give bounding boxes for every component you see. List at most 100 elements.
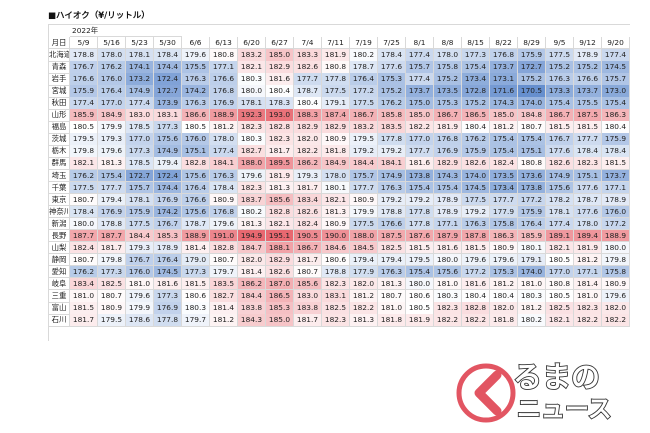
heatmap-cell: 173.3 (546, 85, 574, 98)
heatmap-cell: 187.7 (70, 229, 98, 243)
heatmap-cell: 175.2 (378, 85, 406, 98)
heatmap-cell: 181.2 (350, 290, 378, 303)
heatmap-cell: 186.3 (490, 229, 518, 243)
heatmap-cell: 180.7 (378, 290, 406, 303)
heatmap-cell: 181.9 (406, 314, 434, 327)
heatmap-cell: 181.3 (238, 217, 266, 231)
heatmap-cell: 181.0 (434, 277, 462, 291)
heatmap-cell: 179.4 (98, 193, 126, 207)
heatmap-cell: 182.2 (434, 314, 462, 327)
prefecture-label: 埼玉 (49, 169, 70, 183)
heatmap-cell: 180.5 (182, 121, 210, 134)
heatmap-cell: 180.9 (322, 133, 350, 146)
heatmap-cell: 181.5 (546, 121, 574, 134)
heatmap-cell: 183.1 (322, 290, 350, 303)
heatmap-cell: 183.2 (238, 49, 266, 62)
heatmap-cell: 177.8 (406, 205, 434, 219)
heatmap-cell: 182.2 (294, 145, 322, 158)
heatmap-cell: 174.0 (518, 97, 546, 110)
heatmap-cell: 177.5 (546, 49, 574, 62)
heatmap-cell: 176.9 (154, 193, 182, 207)
heatmap-cell: 187.8 (462, 229, 490, 243)
heatmap-cell: 181.5 (406, 241, 434, 255)
heatmap-cell: 180.3 (182, 302, 210, 315)
prefecture-label: 青森 (49, 61, 70, 74)
heatmap-cell: 175.8 (434, 61, 462, 74)
heatmap-cell: 176.2 (378, 97, 406, 110)
heatmap-cell: 182.3 (238, 181, 266, 195)
heatmap-cell: 181.5 (602, 157, 630, 170)
heatmap-cell: 174.4 (154, 181, 182, 195)
heatmap-cell: 180.5 (406, 302, 434, 315)
heatmap-cell: 177.4 (406, 73, 434, 86)
prefecture-label: 宮城 (49, 85, 70, 98)
column-header: 8/22 (490, 37, 518, 49)
heatmap-cell: 186.5 (462, 109, 490, 122)
heatmap-cell: 176.9 (210, 97, 238, 110)
heatmap-cell: 172.7 (126, 169, 154, 183)
heatmap-cell: 183.3 (294, 49, 322, 62)
heatmap-cell: 178.9 (434, 193, 462, 207)
heatmap-cell: 182.9 (322, 121, 350, 134)
heatmap-cell: 184.4 (126, 229, 154, 243)
heatmap-cell: 188.1 (266, 241, 294, 255)
heatmap-cell: 178.5 (126, 121, 154, 134)
prefecture-label: 岩手 (49, 73, 70, 86)
heatmap-cell: 174.1 (126, 61, 154, 74)
heatmap-cell: 194.9 (238, 229, 266, 243)
heatmap-cell: 176.2 (70, 169, 98, 183)
heatmap-cell: 182.1 (546, 241, 574, 255)
heatmap-cell: 174.3 (490, 97, 518, 110)
heatmap-cell: 179.9 (126, 302, 154, 315)
heatmap-cell: 180.4 (294, 97, 322, 110)
prefecture-label: 新潟 (49, 217, 70, 231)
heatmap-cell: 182.2 (350, 302, 378, 315)
heatmap-cell: 180.0 (434, 253, 462, 267)
heatmap-cell: 175.9 (518, 205, 546, 219)
heatmap-cell: 180.4 (266, 85, 294, 98)
heatmap-cell: 174.9 (546, 169, 574, 183)
heatmap-cell: 175.4 (462, 61, 490, 74)
heatmap-cell: 182.8 (210, 241, 238, 255)
prefecture-label: 栃木 (49, 145, 70, 158)
heatmap-cell: 180.9 (490, 241, 518, 255)
heatmap-cell: 182.6 (462, 157, 490, 170)
heatmap-cell: 178.4 (70, 205, 98, 219)
column-header: 6/20 (238, 37, 266, 49)
heatmap-cell: 177.1 (574, 265, 602, 279)
heatmap-cell: 188.9 (602, 229, 630, 243)
prefecture-label: 石川 (49, 314, 70, 327)
heatmap-cell: 181.6 (462, 277, 490, 291)
heatmap-cell: 182.5 (546, 302, 574, 315)
heatmap-cell: 182.0 (294, 133, 322, 146)
prefecture-label: 神奈川 (49, 205, 70, 219)
heatmap-cell: 176.6 (70, 73, 98, 86)
heatmap-cell: 186.7 (434, 109, 462, 122)
heatmap-cell: 187.9 (434, 229, 462, 243)
heatmap-cell: 181.7 (294, 181, 322, 195)
heatmap-cell: 181.7 (70, 314, 98, 327)
heatmap-cell: 182.8 (182, 157, 210, 170)
heatmap-cell: 181.0 (574, 290, 602, 303)
heatmap-cell: 175.6 (182, 205, 210, 219)
heatmap-cell: 178.9 (602, 193, 630, 207)
heatmap-cell: 182.7 (238, 145, 266, 158)
column-header: 6/27 (266, 37, 294, 49)
heatmap-cell: 177.2 (518, 193, 546, 207)
heatmap-cell: 172.4 (154, 73, 182, 86)
heatmap-cell: 177.3 (462, 49, 490, 62)
heatmap-cell: 185.8 (378, 109, 406, 122)
heatmap-cell: 192.3 (238, 109, 266, 122)
heatmap-cell: 188.9 (210, 109, 238, 122)
heatmap-cell: 177.1 (210, 61, 238, 74)
heatmap-cell: 178.9 (434, 205, 462, 219)
heatmap-cell: 177.7 (406, 145, 434, 158)
heatmap-cell: 178.0 (210, 133, 238, 146)
heatmap-cell: 176.4 (98, 85, 126, 98)
heatmap-cell: 174.9 (378, 169, 406, 183)
heatmap-cell: 176.8 (210, 205, 238, 219)
heatmap-cell: 177.5 (70, 181, 98, 195)
heatmap-cell: 174.2 (182, 85, 210, 98)
heatmap-cell: 175.3 (490, 265, 518, 279)
heatmap-cell: 174.4 (154, 61, 182, 74)
